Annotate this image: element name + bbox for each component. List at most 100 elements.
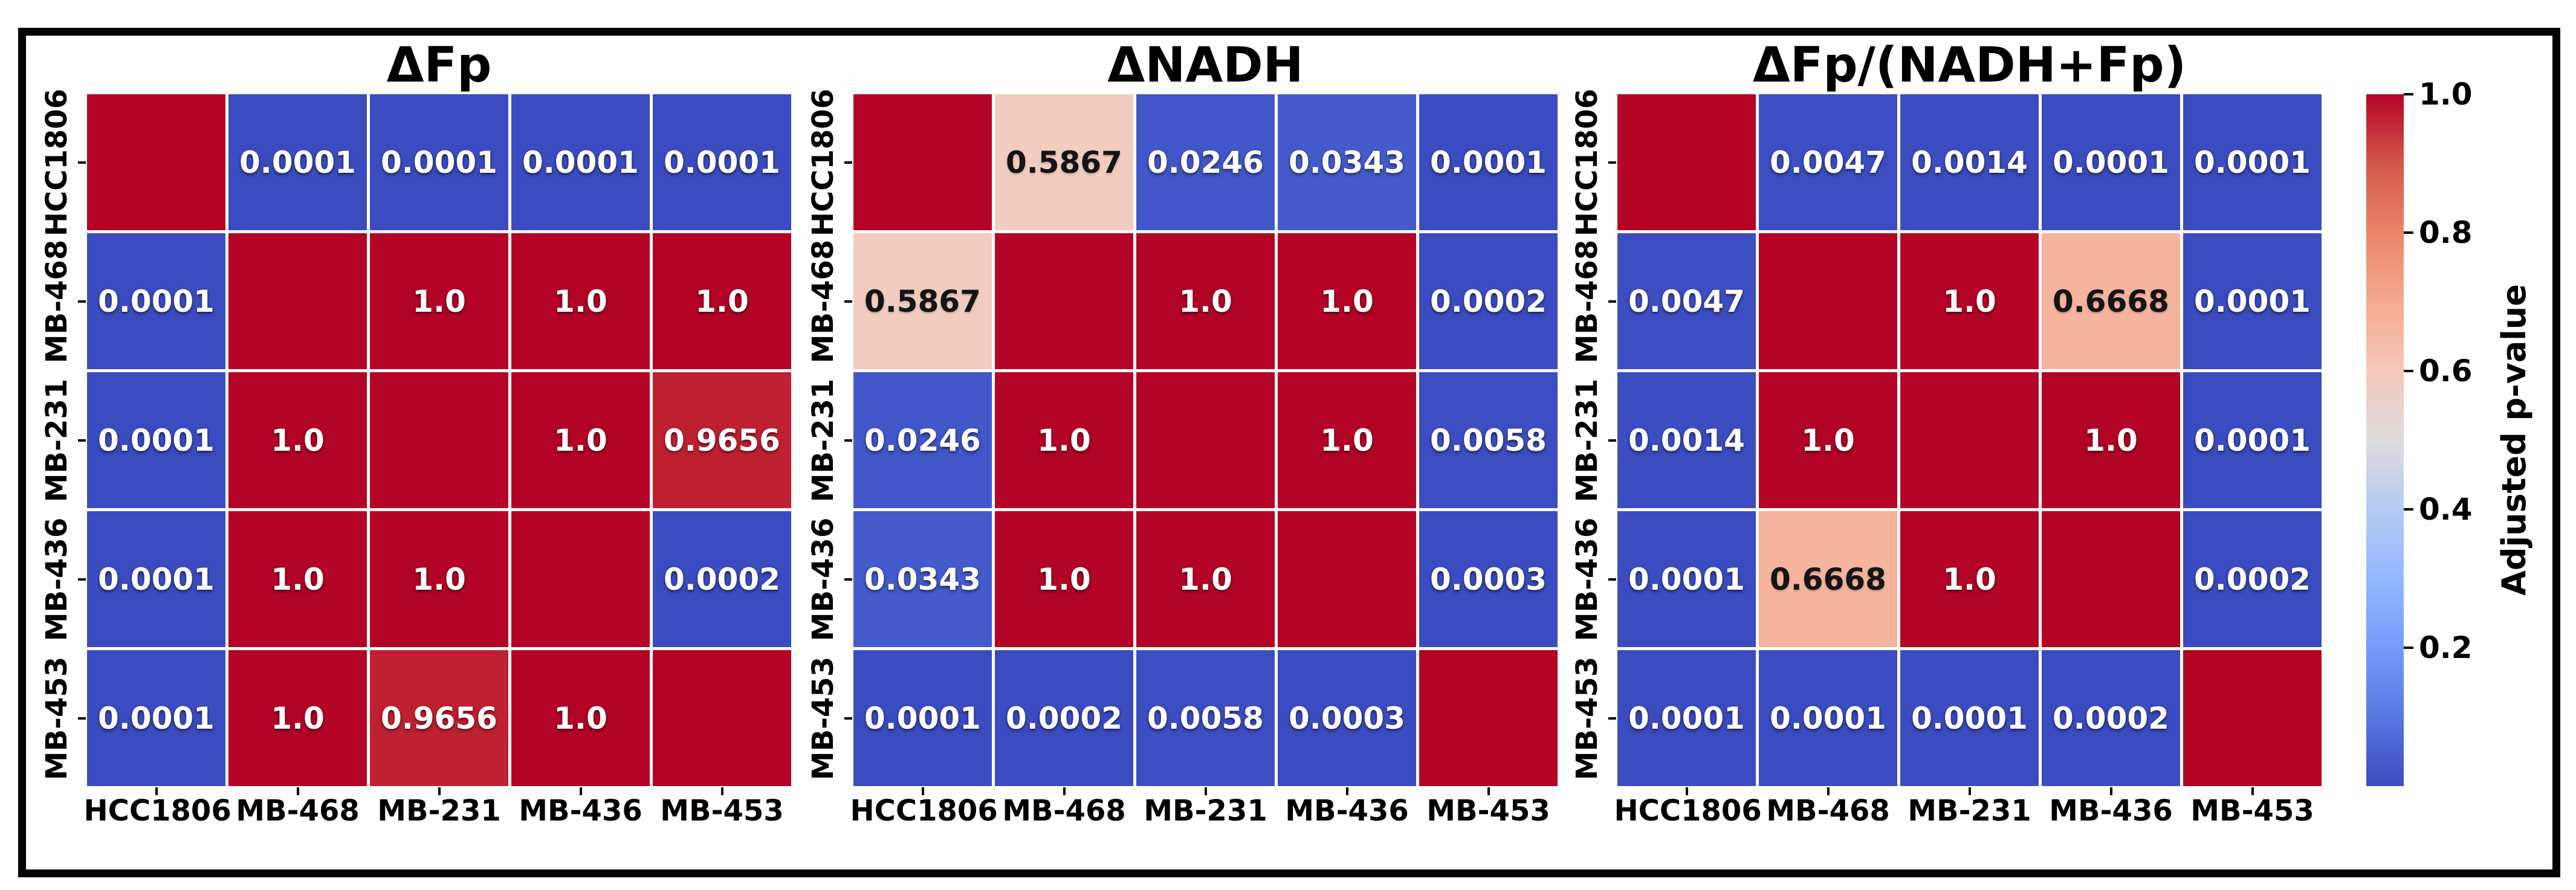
heatmap-title-dnadh: ΔNADH [1107, 37, 1304, 93]
heatmap-cell-diagonal [1278, 511, 1416, 647]
cell-value: 0.0014 [1628, 422, 1745, 458]
y-tick-mark [1608, 439, 1616, 442]
heatmap-cell: 1.0 [511, 233, 650, 369]
x-axis-label: MB-468 [236, 794, 360, 828]
cell-value: 0.0058 [1430, 422, 1547, 458]
heatmap-cell: 1.0 [228, 511, 367, 647]
heatmap-cell: 0.0001 [87, 233, 225, 369]
cell-value: 1.0 [271, 700, 325, 736]
cell-value: 1.0 [1943, 283, 1996, 319]
cell-value: 1.0 [1179, 283, 1232, 319]
x-tick-mark [155, 787, 158, 795]
heatmap-cell: 0.0002 [2183, 511, 2322, 647]
y-tick-mark [78, 717, 86, 720]
cell-value: 1.0 [1179, 561, 1232, 597]
heatmap-cell: 0.0343 [853, 511, 992, 647]
x-axis-label: MB-453 [1426, 794, 1550, 828]
heatmap-cell: 0.0003 [1419, 511, 1558, 647]
heatmap-cell: 0.0001 [511, 94, 650, 230]
heatmap-cell: 0.0058 [1419, 372, 1558, 508]
cell-value: 0.0002 [1006, 700, 1122, 736]
cell-value: 0.0343 [864, 561, 981, 597]
heatmap-cell: 1.0 [1136, 511, 1275, 647]
cell-value: 1.0 [271, 561, 325, 597]
cell-value: 0.0047 [1628, 283, 1745, 319]
heatmap-cell: 0.6668 [1759, 511, 1897, 647]
cell-value: 1.0 [412, 561, 466, 597]
colorbar-tick-label: 0.4 [2419, 492, 2473, 527]
heatmap-cell: 0.0246 [853, 372, 992, 508]
cell-value: 0.0001 [381, 144, 497, 180]
x-axis-label: HCC1806 [83, 794, 231, 828]
heatmap-cell: 0.0003 [1278, 650, 1416, 786]
heatmap-cell: 0.0001 [653, 94, 791, 230]
cell-value: 0.0001 [2194, 144, 2311, 180]
heatmap-cell-diagonal [2183, 650, 2322, 786]
cell-value: 0.5867 [1006, 144, 1122, 180]
heatmap-cell-diagonal [1136, 372, 1275, 508]
x-axis-label: MB-436 [2049, 794, 2173, 828]
heatmap-cell-diagonal [1900, 372, 2039, 508]
cell-value: 0.0001 [1770, 700, 1886, 736]
cell-value: 1.0 [554, 422, 607, 458]
cell-value: 0.6668 [2053, 283, 2169, 319]
heatmap-cell: 0.0001 [87, 650, 225, 786]
heatmap-cell: 0.0001 [2183, 94, 2322, 230]
x-tick-mark [296, 787, 299, 795]
y-axis-label: MB-453 [40, 656, 74, 780]
heatmap-cell: 0.0002 [2042, 650, 2180, 786]
cell-value: 0.0246 [864, 422, 981, 458]
x-axis-label: MB-468 [1002, 794, 1126, 828]
heatmap-cell: 1.0 [228, 650, 367, 786]
heatmap-cell-diagonal [87, 94, 225, 230]
x-axis-label: MB-468 [1766, 794, 1890, 828]
heatmap-cell: 1.0 [511, 650, 650, 786]
cell-value: 0.6668 [1770, 561, 1886, 597]
y-axis-label: MB-453 [1570, 656, 1604, 780]
heatmap-cell: 1.0 [228, 372, 367, 508]
x-axis-label: MB-436 [519, 794, 642, 828]
x-tick-mark [1827, 787, 1830, 795]
cell-value: 0.0001 [98, 422, 215, 458]
heatmap-cell: 0.0047 [1759, 94, 1897, 230]
cell-value: 0.0047 [1770, 144, 1886, 180]
cell-value: 1.0 [1037, 561, 1091, 597]
heatmap-cell: 0.0001 [1617, 511, 1756, 647]
heatmap-cell: 0.0001 [370, 94, 508, 230]
x-tick-mark [579, 787, 582, 795]
colorbar-tick-mark [2404, 508, 2413, 511]
y-axis-label: MB-453 [806, 656, 840, 780]
x-tick-mark [1345, 787, 1348, 795]
cell-value: 0.0002 [1430, 283, 1547, 319]
heatmap-cell: 1.0 [370, 511, 508, 647]
cell-value: 0.0003 [1289, 700, 1405, 736]
x-tick-mark [720, 787, 723, 795]
heatmap-cell: 0.5867 [995, 94, 1133, 230]
cell-value: 1.0 [1037, 422, 1091, 458]
cell-value: 1.0 [1801, 422, 1855, 458]
heatmap-cell: 1.0 [1136, 233, 1275, 369]
x-axis-label: HCC1806 [1614, 794, 1762, 828]
colorbar-tick-label: 0.2 [2419, 630, 2473, 665]
heatmap-cell-diagonal [1759, 233, 1897, 369]
cell-value: 0.0001 [1911, 700, 2028, 736]
y-tick-mark [78, 161, 86, 164]
y-tick-mark [1608, 300, 1616, 303]
heatmap-title-dfp-orr: ΔFp/(NADH+Fp) [1752, 37, 2187, 93]
x-tick-mark [438, 787, 441, 795]
x-tick-mark [1685, 787, 1688, 795]
cell-value: 1.0 [2084, 422, 2138, 458]
y-tick-mark [844, 161, 852, 164]
y-tick-mark [78, 439, 86, 442]
cell-value: 0.0001 [864, 700, 981, 736]
cell-value: 0.0001 [2194, 422, 2311, 458]
heatmap-cell-diagonal [370, 372, 508, 508]
heatmap-cell: 1.0 [995, 511, 1133, 647]
cell-value: 1.0 [1320, 283, 1374, 319]
heatmap-cell: 0.0001 [2183, 372, 2322, 508]
heatmap-cell: 0.0058 [1136, 650, 1275, 786]
y-tick-mark [1608, 578, 1616, 581]
y-tick-mark [844, 578, 852, 581]
heatmap-cell: 0.0001 [87, 511, 225, 647]
y-tick-mark [1608, 717, 1616, 720]
